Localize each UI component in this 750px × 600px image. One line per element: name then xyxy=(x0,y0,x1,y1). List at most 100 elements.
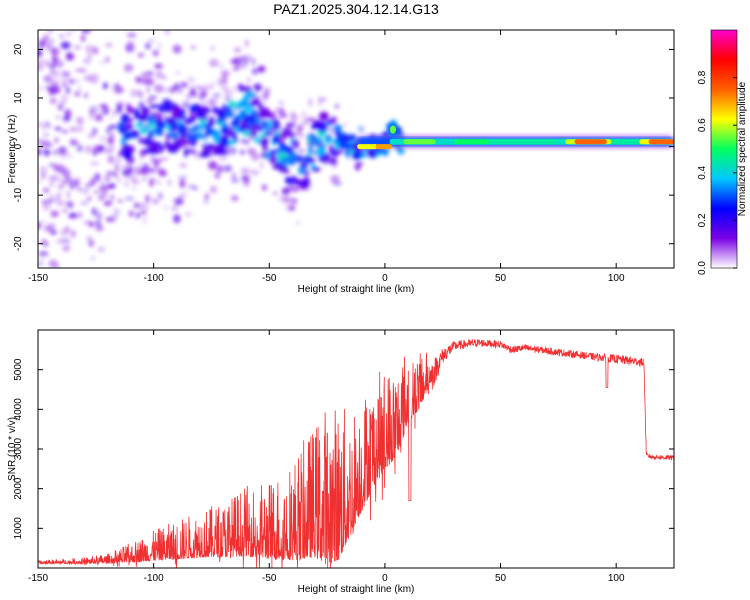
spectrogram-blob xyxy=(122,134,132,139)
spectrogram-blob xyxy=(60,93,68,102)
spectrogram-blob xyxy=(49,98,57,104)
spectrogram-blob xyxy=(273,135,279,141)
spectrogram-blob xyxy=(128,210,135,217)
spectrogram-blob xyxy=(295,131,302,136)
spectrogram-blob xyxy=(51,55,59,64)
spectrogram-blob xyxy=(349,142,360,149)
spectrogram-blob xyxy=(107,116,116,120)
spectrogram-blob xyxy=(178,110,184,120)
spectrogram-blob xyxy=(82,23,86,29)
spectrogram-blob xyxy=(181,192,188,197)
spectrogram-blob xyxy=(296,149,307,154)
spectrogram-blob xyxy=(263,87,271,93)
spectrogram-blob xyxy=(113,88,122,95)
spectrogram-blob xyxy=(84,145,94,154)
spectrogram-blob xyxy=(117,199,124,203)
bottom-x-ticks: -150 -100 -50 0 50 100 xyxy=(28,330,625,584)
spectrogram-blob xyxy=(171,111,180,116)
spectrogram-blob xyxy=(80,187,90,194)
spectrogram-blob xyxy=(44,121,49,125)
spectrogram-blob xyxy=(96,211,102,221)
spectrogram-blob xyxy=(88,239,94,247)
spectrogram-blob xyxy=(281,187,290,195)
y-tick-label: 1000 xyxy=(13,517,24,540)
spectrogram-blob xyxy=(187,76,196,84)
spectrogram-blob xyxy=(212,106,220,114)
spectrogram-blob xyxy=(305,117,316,123)
spectrogram-blob xyxy=(250,109,258,118)
spectrogram-blob xyxy=(305,155,313,164)
spectrogram-blob xyxy=(277,164,287,173)
spectrogram-blob xyxy=(382,148,389,157)
spectrogram-blob xyxy=(100,61,105,65)
spectrogram-blob xyxy=(87,133,96,138)
spectrogram-blob xyxy=(190,88,197,92)
spectrogram-blob xyxy=(273,163,279,169)
spectrogram-blob xyxy=(53,164,61,172)
spectrogram-blob xyxy=(308,135,313,144)
spectrogram-blob xyxy=(224,95,232,103)
spectrogram-blob xyxy=(135,76,142,81)
spectrogram-blob xyxy=(182,112,187,120)
spectrogram-blob xyxy=(60,41,71,50)
spectrogram-blob xyxy=(100,180,105,188)
spectrogram-blob xyxy=(54,126,62,131)
spectrogram-blob xyxy=(105,56,110,63)
spectrogram-blob xyxy=(52,175,61,181)
spectrogram-blob xyxy=(260,137,270,145)
spectrogram-blob xyxy=(179,179,186,189)
spectrogram-blob xyxy=(357,125,365,133)
spectrogram-blob xyxy=(110,194,114,201)
spectrogram-blob xyxy=(221,127,228,134)
spectrogram-blob xyxy=(158,106,166,113)
colorbar-label: Normalized spectral amplitude xyxy=(737,81,748,216)
spectrogram-blob xyxy=(206,121,212,127)
spectrogram-blob xyxy=(144,71,153,81)
spectrogram-blob xyxy=(94,114,103,122)
spectrogram-blob xyxy=(152,49,159,57)
spectrogram-blob xyxy=(42,126,46,130)
y-tick-label: 10 xyxy=(13,92,24,104)
spectrogram-blob xyxy=(43,76,50,81)
spectrogram-blob xyxy=(178,126,185,135)
spectrogram-blob xyxy=(121,164,128,171)
spectrogram-blob xyxy=(134,166,141,175)
spectrogram-blob xyxy=(63,120,69,125)
spectrogram-blob xyxy=(278,100,284,106)
spectrogram-blob xyxy=(126,33,137,38)
spectrogram-blob xyxy=(247,78,251,83)
y-tick-label: -20 xyxy=(13,236,24,251)
spectrogram-blob xyxy=(52,150,60,155)
spectrogram-frame xyxy=(37,29,675,269)
spectrogram-blob xyxy=(138,137,143,144)
spectrogram-blob xyxy=(38,256,46,261)
spectrogram-blob xyxy=(85,44,95,54)
spectrogram-blob xyxy=(187,134,196,141)
spectrogram-blob xyxy=(250,169,260,176)
spectrogram-blob xyxy=(84,92,89,99)
spectrogram-blob xyxy=(173,143,179,151)
spectrogram-blob xyxy=(228,100,237,108)
top-y-axis-label: Frequency (Hz) xyxy=(7,115,18,184)
spectrogram-blob xyxy=(157,192,163,200)
spectrogram-blob xyxy=(165,107,172,113)
spectrogram-blob xyxy=(223,164,233,173)
spectrogram-blob xyxy=(259,161,264,170)
spectrogram-blob xyxy=(81,30,91,34)
spectrogram-blob xyxy=(167,143,175,153)
spectrogram-blob xyxy=(259,93,270,99)
spectrogram-blob xyxy=(75,79,80,84)
spectrogram-blob xyxy=(217,77,227,86)
spectrogram-blob xyxy=(70,185,75,190)
spectrogram-blob xyxy=(114,82,120,89)
spectrogram-blob xyxy=(145,43,151,50)
spectrogram-blob xyxy=(131,180,141,184)
spectrogram-blob xyxy=(43,241,49,248)
spectrogram-blob xyxy=(234,114,240,123)
spectrogram-blob xyxy=(193,150,202,159)
spectrogram-blob xyxy=(147,115,157,123)
spectrogram-blob xyxy=(146,122,156,128)
spectrogram-blob xyxy=(135,90,142,96)
spectrogram-blob xyxy=(68,178,77,188)
spectrogram-blob xyxy=(154,118,163,127)
